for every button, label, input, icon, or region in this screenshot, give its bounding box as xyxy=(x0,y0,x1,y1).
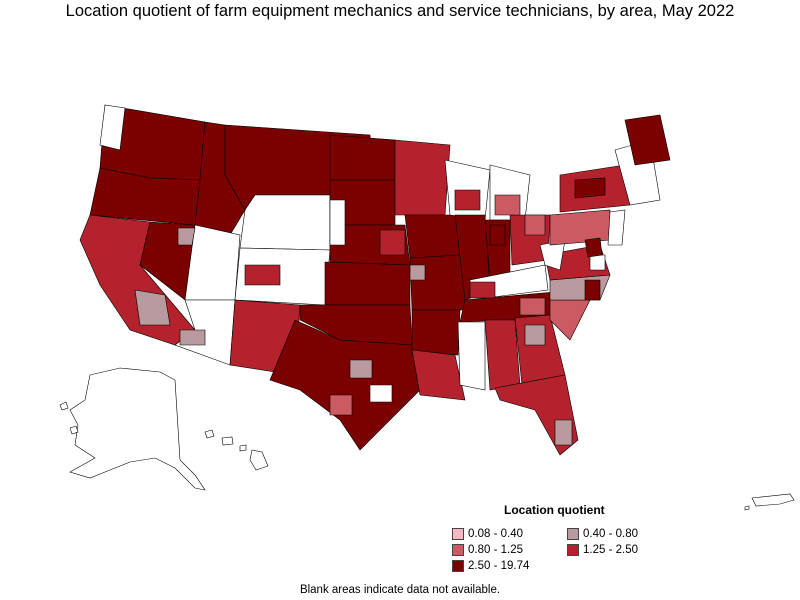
area-wyoming-east xyxy=(329,199,346,246)
area-texas-metro-3 xyxy=(329,394,353,416)
region-south-carolina xyxy=(549,299,591,341)
region-mississippi xyxy=(457,321,486,391)
region-maine xyxy=(624,114,671,166)
area-north-carolina-east xyxy=(584,279,601,301)
area-florida-south xyxy=(554,419,573,446)
legend-label-1: 0.40 - 0.80 xyxy=(583,528,638,540)
area-colorado-front-range xyxy=(244,264,281,286)
legend-swatch-3 xyxy=(567,544,579,556)
region-kansas xyxy=(324,261,411,306)
map-legend: Location quotient 0.08 - 0.40 0.40 - 0.8… xyxy=(452,503,702,575)
area-new-york-west xyxy=(574,177,606,199)
area-texas-metro-1 xyxy=(349,359,373,379)
region-north-dakota xyxy=(329,134,396,181)
area-wisconsin-south xyxy=(454,189,481,211)
area-indiana-north xyxy=(489,224,506,246)
legend-label-3: 1.25 - 2.50 xyxy=(583,544,638,556)
area-kansas-city xyxy=(409,264,426,281)
area-maryland xyxy=(584,237,603,258)
legend-swatch-4 xyxy=(452,560,464,572)
region-wyoming xyxy=(239,194,331,251)
legend-item-3: 1.25 - 2.50 xyxy=(567,544,638,556)
legend-label-0: 0.08 - 0.40 xyxy=(468,528,523,540)
legend-item-0: 0.08 - 0.40 xyxy=(452,528,523,540)
region-louisiana xyxy=(411,349,466,401)
area-southern-california xyxy=(134,289,171,326)
area-arizona-metro xyxy=(179,329,206,346)
legend-label-2: 0.80 - 1.25 xyxy=(468,544,523,556)
region-iowa xyxy=(404,214,461,259)
legend-label-4: 2.50 - 19.74 xyxy=(468,560,530,572)
region-minnesota xyxy=(394,139,451,216)
region-pennsylvania xyxy=(549,209,611,246)
area-michigan-south xyxy=(494,194,521,216)
legend-item-4: 2.50 - 19.74 xyxy=(452,560,529,572)
legend-item-2: 0.80 - 1.25 xyxy=(452,544,523,556)
area-ohio-east xyxy=(524,214,546,236)
legend-swatch-2 xyxy=(452,544,464,556)
area-georgia-atlanta xyxy=(524,324,546,346)
area-northern-nevada xyxy=(177,227,196,246)
region-texas xyxy=(269,319,421,451)
legend-swatch-1 xyxy=(567,528,579,540)
area-texas-metro-2 xyxy=(369,384,393,403)
region-hawaii xyxy=(204,429,269,471)
legend-title: Location quotient xyxy=(504,503,605,517)
region-new-jersey xyxy=(607,209,626,246)
area-kentucky-west xyxy=(469,281,496,299)
legend-swatch-0 xyxy=(452,528,464,540)
region-arkansas xyxy=(411,309,461,356)
region-alabama xyxy=(484,319,521,391)
area-tennessee-east xyxy=(519,297,546,316)
map-title: Location quotient of farm equipment mech… xyxy=(65,2,735,20)
area-nebraska-east xyxy=(379,229,406,256)
footnote: Blank areas indicate data not available. xyxy=(299,584,501,596)
area-virginia-east xyxy=(589,254,606,271)
area-washington-west xyxy=(99,104,126,151)
region-alaska xyxy=(59,367,206,491)
legend-item-1: 0.40 - 0.80 xyxy=(567,528,638,540)
region-puerto-rico xyxy=(744,493,795,511)
